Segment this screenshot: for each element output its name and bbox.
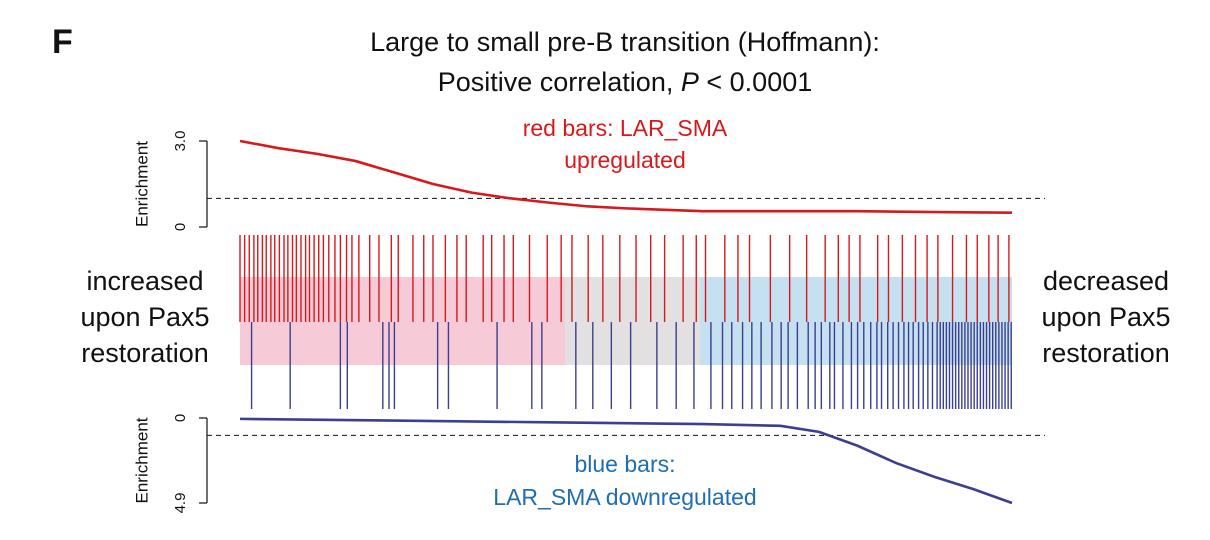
right-label: upon Pax5 bbox=[1041, 302, 1170, 332]
right-label: decreased bbox=[1043, 266, 1169, 296]
right-label: restoration bbox=[1042, 338, 1170, 368]
subtitle-part: Positive correlation, bbox=[438, 67, 674, 97]
band-pink bbox=[240, 277, 565, 365]
y-axis-label: Enrichment bbox=[132, 141, 151, 227]
left-label: upon Pax5 bbox=[80, 302, 209, 332]
y-tick-label: 0 bbox=[172, 223, 189, 231]
chart-title: Large to small pre-B transition (Hoffman… bbox=[370, 27, 880, 57]
panel-letter: F bbox=[52, 23, 73, 61]
annotation: LAR_SMA downregulated bbox=[493, 484, 756, 510]
y-tick-label: 3.0 bbox=[172, 131, 189, 152]
band-grey bbox=[565, 277, 700, 365]
chart-subtitle: Positive correlation, P < 0.0001 bbox=[438, 67, 813, 97]
y-axis-label: Enrichment bbox=[132, 417, 151, 503]
y-tick-label: 4.9 bbox=[172, 493, 189, 514]
left-label: restoration bbox=[81, 338, 209, 368]
annotation: upregulated bbox=[564, 147, 686, 173]
subtitle-part: < 0.0001 bbox=[706, 67, 812, 97]
y-tick-label: 0 bbox=[172, 414, 189, 422]
annotation: red bars: LAR_SMA bbox=[523, 115, 728, 141]
enrichment-line bbox=[239, 417, 1013, 505]
subtitle-p: P bbox=[681, 67, 699, 97]
enrichment-line bbox=[239, 139, 1013, 214]
annotation: blue bars: bbox=[574, 451, 675, 477]
left-label: increased bbox=[86, 266, 203, 296]
